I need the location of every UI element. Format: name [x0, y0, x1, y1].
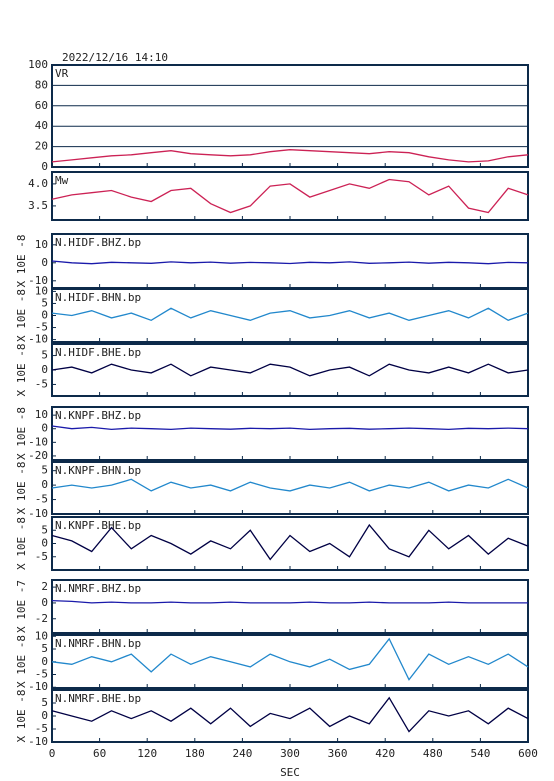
y-axis-label: X 10E -7: [15, 580, 28, 633]
panel-label: N.HIDF.BHE.bp: [55, 346, 141, 359]
y-tick-label: -5: [35, 493, 48, 506]
y-tick-label: 5: [41, 296, 48, 309]
y-tick-label: 0: [41, 655, 48, 668]
y-tick-label: -5: [35, 550, 48, 563]
panel-label: N.NMRF.BHZ.bp: [55, 582, 141, 595]
data-line: [51, 637, 529, 681]
x-tick-label: 0: [49, 747, 56, 760]
y-tick-label: 0: [41, 160, 48, 173]
y-axis-label: X 10E -8: [15, 407, 28, 460]
panel-label: N.KNPF.BHN.bp: [55, 464, 141, 477]
x-tick-label: 360: [328, 747, 348, 760]
y-axis-label: X 10E -8: [15, 344, 28, 397]
x-tick-label: 540: [470, 747, 490, 760]
x-tick-label: 420: [375, 747, 395, 760]
chart-title: 2022/12/16 14:10: [62, 51, 168, 64]
y-axis-label: X 10E -8: [15, 690, 28, 743]
y-tick-label: 0: [41, 709, 48, 722]
x-tick-label: 180: [185, 747, 205, 760]
y-tick-label: -5: [35, 377, 48, 390]
panel-label: N.NMRF.BHE.bp: [55, 692, 141, 705]
data-line: [51, 425, 529, 431]
panel-label: N.HIDF.BHN.bp: [55, 291, 141, 304]
y-axis-label: X 10E -8: [15, 635, 28, 688]
y-tick-label: -10: [28, 274, 48, 287]
y-tick-label: -5: [35, 321, 48, 334]
y-tick-label: 5: [41, 642, 48, 655]
data-line: [51, 260, 529, 265]
y-axis-label: X 10E -8: [15, 235, 28, 288]
y-tick-label: 10: [35, 284, 48, 297]
y-tick-label: 10: [35, 408, 48, 421]
y-axis-label: X 10E -8: [15, 517, 28, 570]
panel-label: N.NMRF.BHN.bp: [55, 637, 141, 650]
y-tick-label: 100: [28, 58, 48, 71]
y-tick-label: 0: [41, 537, 48, 550]
y-axis-label: X 10E -8: [15, 289, 28, 342]
y-tick-label: 0: [41, 256, 48, 269]
y-tick-label: -10: [28, 735, 48, 748]
data-line: [51, 478, 529, 492]
x-tick-label: 60: [93, 747, 106, 760]
panel-frame: [51, 64, 529, 168]
y-tick-label: -10: [28, 435, 48, 448]
panel-frame: [51, 171, 529, 221]
y-tick-label: 5: [41, 523, 48, 536]
y-tick-label: 0: [41, 309, 48, 322]
data-line: [51, 696, 529, 733]
x-tick-label: 120: [137, 747, 157, 760]
data-line: [51, 178, 529, 214]
y-tick-label: -10: [28, 507, 48, 520]
y-tick-label: -5: [35, 667, 48, 680]
y-tick-label: 60: [35, 99, 48, 112]
data-line: [51, 149, 529, 163]
panel-label: N.HIDF.BHZ.bp: [55, 236, 141, 249]
y-tick-label: 0: [41, 422, 48, 435]
y-tick-label: 10: [35, 238, 48, 251]
y-tick-label: 20: [35, 140, 48, 153]
x-axis-label: SEC: [280, 766, 300, 779]
y-tick-label: -2: [35, 612, 48, 625]
y-tick-label: -20: [28, 449, 48, 462]
y-tick-label: 0: [41, 363, 48, 376]
data-line: [51, 363, 529, 377]
x-tick-label: 600: [518, 747, 538, 760]
y-axis-label: X 10E -8: [15, 462, 28, 515]
y-tick-label: -5: [35, 722, 48, 735]
y-tick-label: 0: [41, 596, 48, 609]
data-line: [51, 599, 528, 604]
y-tick-label: 2: [41, 580, 48, 593]
y-tick-label: 10: [35, 629, 48, 642]
data-line: [51, 523, 529, 561]
x-tick-label: 300: [280, 747, 300, 760]
y-tick-label: -10: [28, 333, 48, 346]
y-tick-label: 80: [35, 78, 48, 91]
y-tick-label: 40: [35, 119, 48, 132]
y-tick-label: 0: [41, 478, 48, 491]
y-tick-label: 4.0: [28, 177, 48, 190]
y-tick-label: 5: [41, 696, 48, 709]
x-tick-label: 480: [423, 747, 443, 760]
y-tick-label: 5: [41, 464, 48, 477]
panel-label: VR: [55, 67, 69, 80]
y-tick-label: -10: [28, 680, 48, 693]
y-tick-label: 5: [41, 349, 48, 362]
data-line: [51, 307, 529, 322]
panel-label: N.KNPF.BHE.bp: [55, 519, 141, 532]
y-tick-label: 3.5: [28, 199, 48, 212]
panel-label: Mw: [55, 174, 69, 187]
panel-label: N.KNPF.BHZ.bp: [55, 409, 141, 422]
x-tick-label: 240: [232, 747, 252, 760]
